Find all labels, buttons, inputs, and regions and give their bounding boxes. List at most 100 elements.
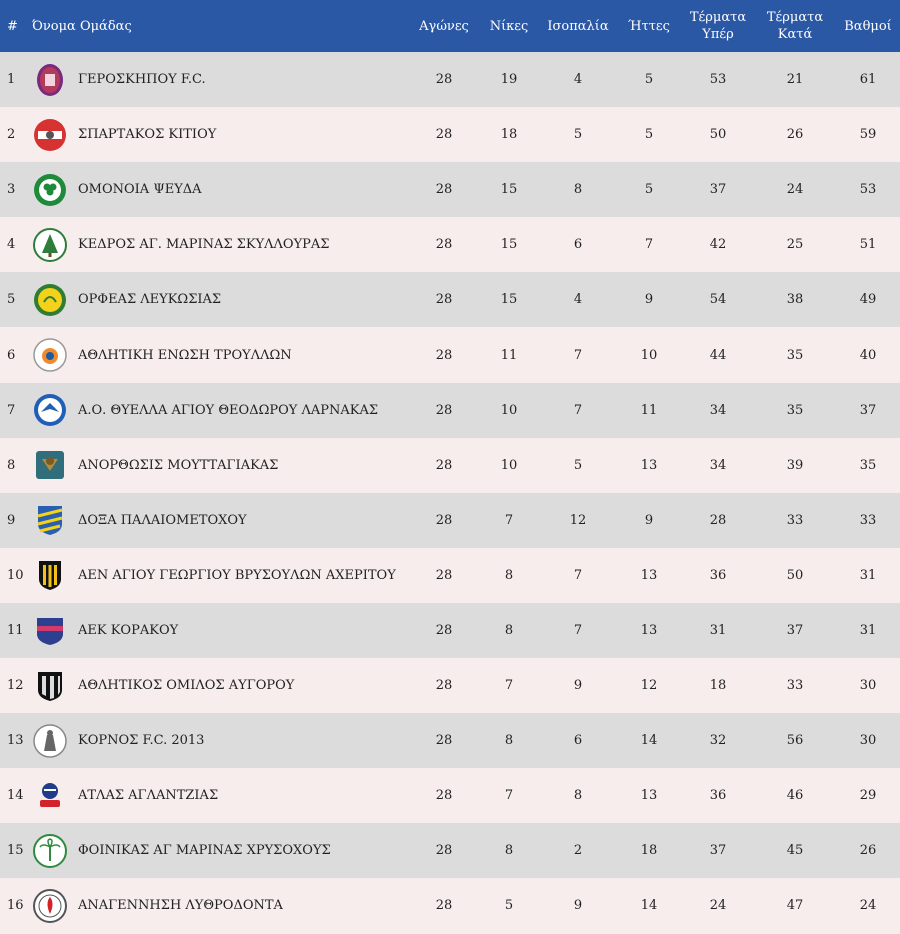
- cell-position: 6: [7, 347, 16, 363]
- cell-goals-against: 33: [786, 678, 804, 694]
- cell-team[interactable]: ΦΟΙΝΙΚΑΣ ΑΓ ΜΑΡΙΝΑΣ ΧΡΥΣΟΧΟΥΣ: [32, 833, 410, 869]
- table-row: 8 ΑΝΟΡΘΩΣΙΣ ΜΟΥΤΤΑΓΙΑΚΑΣ 28 10 5 13 34 39 35: [0, 437, 900, 493]
- team-name-link[interactable]: ΑΕΝ ΑΓΙΟΥ ΓΕΩΡΓΙΟΥ ΒΡΥΣΟΥΛΩΝ ΑΧΕΡΙΤΟΥ: [78, 567, 396, 583]
- cell-draws: 6: [573, 733, 583, 749]
- cell-team[interactable]: ΣΠΑΡΤΑΚΟΣ ΚΙΤΙΟΥ: [32, 117, 410, 153]
- cell-losses: 5: [644, 72, 654, 88]
- cell-losses: 14: [640, 733, 658, 749]
- table-row: 10 ΑΕΝ ΑΓΙΟΥ ΓΕΩΡΓΙΟΥ ΒΡΥΣΟΥΛΩΝ ΑΧΕΡΙΤΟΥ 2…: [0, 547, 900, 603]
- team-name-link[interactable]: ΑΝΑΓΕΝΝΗΣΗ ΛΥΘΡΟΔΟΝΤΑ: [78, 898, 283, 914]
- team-name-link[interactable]: Α.Ο. ΘΥΕΛΛΑ ΑΓΙΟΥ ΘΕΟΔΩΡΟΥ ΛΑΡΝΑΚΑΣ: [78, 402, 379, 418]
- cell-wins: 15: [500, 182, 518, 198]
- cell-team[interactable]: ΑΤΛΑΣ ΑΓΛΑΝΤΖΙΑΣ: [32, 778, 410, 814]
- cell-played: 28: [435, 402, 453, 418]
- header-goals-against-line2: Κατά: [777, 27, 813, 42]
- cell-position: 9: [7, 512, 16, 528]
- cell-goals-for: 36: [709, 567, 727, 583]
- thyella-crest-icon[interactable]: [32, 392, 68, 428]
- cell-goals-for: 28: [709, 512, 727, 528]
- avgorou-crest-icon[interactable]: [32, 668, 68, 704]
- table-row: 6 ΑΘΛΗΤΙΚΗ ΕΝΩΣΗ ΤΡΟΥΛΛΩΝ 28 11 7 10 44 35 40: [0, 327, 900, 383]
- cell-losses: 13: [640, 788, 658, 804]
- cell-goals-against: 38: [786, 292, 804, 308]
- cell-wins: 7: [504, 512, 514, 528]
- cell-team[interactable]: ΚΟΡΝΟΣ F.C. 2013: [32, 723, 410, 759]
- cell-points: 59: [859, 127, 877, 143]
- cell-team[interactable]: ΑΕΚ ΚΟΡΑΚΟΥ: [32, 612, 410, 648]
- cell-wins: 10: [500, 457, 518, 473]
- cell-team[interactable]: ΑΘΛΗΤΙΚΗ ΕΝΩΣΗ ΤΡΟΥΛΛΩΝ: [32, 337, 410, 373]
- cell-losses: 7: [644, 237, 654, 253]
- cell-goals-for: 34: [709, 402, 727, 418]
- cell-position: 11: [7, 622, 24, 638]
- kedros-crest-icon[interactable]: [32, 227, 68, 263]
- anorthosis-crest-icon[interactable]: [32, 447, 68, 483]
- geroskipou-crest-icon[interactable]: [32, 62, 68, 98]
- cell-position: 12: [7, 678, 24, 694]
- team-name-link[interactable]: ΑΘΛΗΤΙΚΗ ΕΝΩΣΗ ΤΡΟΥΛΛΩΝ: [78, 347, 292, 363]
- cell-goals-against: 24: [786, 182, 804, 198]
- cell-wins: 8: [504, 843, 514, 859]
- cell-played: 28: [435, 733, 453, 749]
- cell-goals-for: 42: [709, 237, 727, 253]
- cell-losses: 13: [640, 457, 658, 473]
- table-row: 2 ΣΠΑΡΤΑΚΟΣ ΚΙΤΙΟΥ 28 18 5 5 50 26 59: [0, 107, 900, 163]
- team-name-link[interactable]: ΟΜΟΝΟΙΑ ΨΕΥΔΑ: [78, 182, 202, 198]
- cell-goals-against: 46: [786, 788, 804, 804]
- team-name-link[interactable]: ΚΟΡΝΟΣ F.C. 2013: [78, 733, 205, 749]
- cell-wins: 15: [500, 237, 518, 253]
- cell-position: 15: [7, 843, 24, 859]
- cell-team[interactable]: ΔΟΞΑ ΠΑΛΑΙΟΜΕΤΟΧΟΥ: [32, 502, 410, 538]
- table-row: 12 ΑΘΛΗΤΙΚΟΣ ΟΜΙΛΟΣ ΑΥΓΟΡΟΥ 28 7 9 12 18 33 30: [0, 658, 900, 714]
- cell-position: 1: [7, 72, 16, 88]
- team-name-link[interactable]: ΓΕΡΟΣΚΗΠΟΥ F.C.: [78, 72, 206, 88]
- team-name-link[interactable]: ΚΕΔΡΟΣ ΑΓ. ΜΑΡΙΝΑΣ ΣΚΥΛΛΟΥΡΑΣ: [78, 237, 330, 253]
- cell-goals-for: 18: [709, 678, 727, 694]
- team-name-link[interactable]: ΑΕΚ ΚΟΡΑΚΟΥ: [78, 622, 179, 638]
- table-row: 14 ΑΤΛΑΣ ΑΓΛΑΝΤΖΙΑΣ 28 7 8 13 36 46 29: [0, 768, 900, 824]
- header-goals-against: Τέρματα Κατά: [754, 9, 836, 43]
- cell-team[interactable]: ΚΕΔΡΟΣ ΑΓ. ΜΑΡΙΝΑΣ ΣΚΥΛΛΟΥΡΑΣ: [32, 227, 410, 263]
- team-name-link[interactable]: ΑΤΛΑΣ ΑΓΛΑΝΤΖΙΑΣ: [78, 788, 219, 804]
- orfeas-crest-icon[interactable]: [32, 282, 68, 318]
- team-name-link[interactable]: ΦΟΙΝΙΚΑΣ ΑΓ ΜΑΡΙΝΑΣ ΧΡΥΣΟΧΟΥΣ: [78, 843, 331, 859]
- cell-goals-against: 56: [786, 733, 804, 749]
- cell-team[interactable]: ΓΕΡΟΣΚΗΠΟΥ F.C.: [32, 62, 410, 98]
- spartakos-crest-icon[interactable]: [32, 117, 68, 153]
- aen-crest-icon[interactable]: [32, 557, 68, 593]
- atlas-crest-icon[interactable]: [32, 778, 68, 814]
- cell-losses: 5: [644, 182, 654, 198]
- cell-position: 13: [7, 733, 24, 749]
- header-position: #: [7, 18, 18, 34]
- aek-korakou-crest-icon[interactable]: [32, 612, 68, 648]
- doxa-crest-icon[interactable]: [32, 502, 68, 538]
- cell-team[interactable]: ΑΕΝ ΑΓΙΟΥ ΓΕΩΡΓΙΟΥ ΒΡΥΣΟΥΛΩΝ ΑΧΕΡΙΤΟΥ: [32, 557, 410, 593]
- cell-points: 30: [859, 678, 877, 694]
- cell-goals-against: 39: [786, 457, 804, 473]
- cell-points: 37: [859, 402, 877, 418]
- team-name-link[interactable]: ΔΟΞΑ ΠΑΛΑΙΟΜΕΤΟΧΟΥ: [78, 512, 247, 528]
- team-name-link[interactable]: ΑΝΟΡΘΩΣΙΣ ΜΟΥΤΤΑΓΙΑΚΑΣ: [78, 457, 279, 473]
- cell-draws: 9: [573, 678, 583, 694]
- cell-team[interactable]: ΟΡΦΕΑΣ ΛΕΥΚΩΣΙΑΣ: [32, 282, 410, 318]
- cell-goals-for: 44: [709, 347, 727, 363]
- team-name-link[interactable]: ΣΠΑΡΤΑΚΟΣ ΚΙΤΙΟΥ: [78, 127, 217, 143]
- cell-team[interactable]: ΑΘΛΗΤΙΚΟΣ ΟΜΙΛΟΣ ΑΥΓΟΡΟΥ: [32, 668, 410, 704]
- cell-team[interactable]: ΑΝΟΡΘΩΣΙΣ ΜΟΥΤΤΑΓΙΑΚΑΣ: [32, 447, 410, 483]
- cell-goals-for: 37: [709, 843, 727, 859]
- cell-points: 51: [859, 237, 877, 253]
- cell-points: 24: [859, 898, 877, 914]
- anagennisi-crest-icon[interactable]: [32, 888, 68, 924]
- omonoia-crest-icon[interactable]: [32, 172, 68, 208]
- cell-team[interactable]: ΑΝΑΓΕΝΝΗΣΗ ΛΥΘΡΟΔΟΝΤΑ: [32, 888, 410, 924]
- troullon-crest-icon[interactable]: [32, 337, 68, 373]
- cell-team[interactable]: ΟΜΟΝΟΙΑ ΨΕΥΔΑ: [32, 172, 410, 208]
- kornos-crest-icon[interactable]: [32, 723, 68, 759]
- cell-team[interactable]: Α.Ο. ΘΥΕΛΛΑ ΑΓΙΟΥ ΘΕΟΔΩΡΟΥ ΛΑΡΝΑΚΑΣ: [32, 392, 410, 428]
- foinikas-crest-icon[interactable]: [32, 833, 68, 869]
- cell-wins: 8: [504, 733, 514, 749]
- cell-points: 26: [859, 843, 877, 859]
- team-name-link[interactable]: ΟΡΦΕΑΣ ΛΕΥΚΩΣΙΑΣ: [78, 292, 222, 308]
- header-points: Βαθμοί: [844, 18, 892, 34]
- team-name-link[interactable]: ΑΘΛΗΤΙΚΟΣ ΟΜΙΛΟΣ ΑΥΓΟΡΟΥ: [78, 678, 295, 694]
